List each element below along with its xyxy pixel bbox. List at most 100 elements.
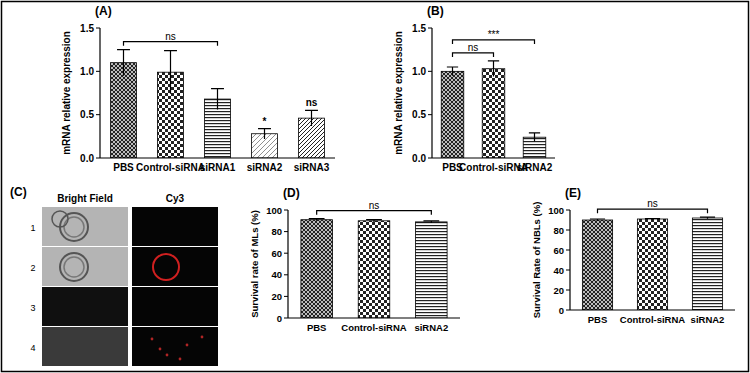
tick-label: 100 bbox=[548, 205, 564, 216]
cy3-signal bbox=[166, 354, 169, 357]
panel: 0.00.51.01.5PBSControl-siRNAsiRNA2mRNA r… bbox=[393, 4, 555, 173]
error-bar bbox=[529, 133, 540, 142]
tick-label: 0.5 bbox=[80, 109, 94, 120]
y-axis bbox=[431, 28, 432, 158]
error-bar bbox=[590, 219, 605, 221]
cy3-signal bbox=[179, 358, 182, 361]
category-label: siRNA1 bbox=[200, 162, 236, 173]
x-axis bbox=[288, 317, 460, 318]
cy3-signal bbox=[151, 338, 154, 341]
cy3-signal bbox=[201, 336, 204, 339]
figure-border bbox=[2, 2, 749, 372]
error-bar bbox=[309, 219, 325, 221]
y-axis bbox=[569, 210, 570, 310]
tick-label: 0.5 bbox=[412, 109, 426, 120]
category-label: Control-siRNA bbox=[136, 162, 205, 173]
bright-field-image bbox=[42, 287, 128, 326]
bars bbox=[301, 219, 447, 318]
cy3-signal bbox=[186, 344, 189, 347]
error-bar bbox=[488, 61, 499, 77]
tick-label: 40 bbox=[553, 265, 564, 276]
column-header: Bright Field bbox=[57, 193, 113, 204]
annotation: ns bbox=[369, 200, 380, 211]
tick-label: 0 bbox=[559, 305, 564, 316]
cy3-signal bbox=[159, 348, 162, 351]
annotation: * bbox=[263, 116, 267, 127]
tick-label: 20 bbox=[553, 285, 564, 296]
error-bar bbox=[366, 220, 382, 222]
error-bar bbox=[117, 50, 130, 76]
tick-label: 0.0 bbox=[412, 153, 426, 164]
error-bar bbox=[645, 219, 660, 220]
error-bar bbox=[447, 67, 458, 76]
category-label: siRNA2 bbox=[517, 162, 553, 173]
annotation-bracket bbox=[453, 53, 494, 57]
bar bbox=[482, 69, 505, 158]
error-bar bbox=[258, 129, 271, 139]
tick-label: 0.0 bbox=[80, 153, 94, 164]
tick-label: 1.5 bbox=[412, 23, 426, 34]
category-label: siRNA2 bbox=[691, 314, 725, 325]
bars bbox=[582, 217, 722, 310]
annotation: ns bbox=[468, 42, 479, 53]
y-label: Survival Rate of NBLs (%) bbox=[531, 202, 542, 319]
y-label: mRNA relative expression bbox=[393, 31, 404, 155]
error-bar bbox=[700, 217, 715, 219]
panel: 020406080100PBSControl-siRNAsiRNA2Surviv… bbox=[249, 186, 460, 333]
cy3-image bbox=[132, 207, 218, 246]
panel-title: (A) bbox=[95, 4, 112, 18]
bar bbox=[416, 222, 448, 318]
cell bbox=[64, 217, 84, 237]
bar bbox=[692, 218, 722, 310]
bar bbox=[111, 63, 137, 158]
cell bbox=[60, 213, 88, 241]
y-axis bbox=[99, 28, 100, 158]
annotation-bracket bbox=[317, 211, 432, 215]
cy3-signal bbox=[153, 254, 179, 280]
cell bbox=[64, 257, 84, 277]
annotation: ns bbox=[647, 198, 658, 209]
bar bbox=[301, 220, 333, 318]
x-axis bbox=[432, 157, 555, 158]
category-label: Control-siRNA bbox=[341, 322, 407, 333]
annotation: ns bbox=[165, 31, 176, 42]
panel-title: (E) bbox=[565, 186, 581, 200]
category-label: Control-siRNA bbox=[620, 314, 686, 325]
row-label: 2 bbox=[30, 263, 35, 273]
tick-label: 40 bbox=[271, 269, 282, 280]
row-label: 4 bbox=[30, 343, 35, 353]
x-axis bbox=[100, 157, 335, 158]
tick-label: 0 bbox=[277, 313, 282, 324]
cy3-image bbox=[132, 247, 218, 286]
cell bbox=[60, 253, 88, 281]
tick-label: 60 bbox=[271, 248, 282, 259]
tick-label: 1.5 bbox=[80, 23, 94, 34]
bright-field-image bbox=[42, 327, 128, 366]
annotation-bracket bbox=[598, 209, 708, 213]
cy3-image bbox=[132, 327, 218, 366]
figure: 0.00.51.01.5PBSControl-siRNAsiRNA1siRNA2… bbox=[0, 0, 750, 373]
panel: 020406080100PBSControl-siRNAsiRNA2Surviv… bbox=[531, 186, 735, 325]
error-bar bbox=[423, 221, 439, 223]
category-label: PBS bbox=[588, 314, 608, 325]
error-bar bbox=[164, 51, 177, 94]
panel-title: (C) bbox=[10, 185, 27, 199]
panel-title: (B) bbox=[427, 4, 444, 18]
category-label: siRNA2 bbox=[247, 162, 283, 173]
column-header: Cy3 bbox=[166, 193, 185, 204]
tick-label: 80 bbox=[271, 226, 282, 237]
cy3-image bbox=[132, 287, 218, 326]
category-label: PBS bbox=[307, 322, 327, 333]
row-label: 1 bbox=[30, 223, 35, 233]
bar bbox=[441, 71, 464, 158]
tick-label: 100 bbox=[266, 205, 282, 216]
annotation: ns bbox=[306, 97, 318, 108]
annotation: *** bbox=[488, 29, 500, 40]
tick-label: 1.0 bbox=[412, 66, 426, 77]
bars bbox=[441, 61, 546, 158]
y-label: mRNA relative expression bbox=[61, 31, 72, 155]
category-label: siRNA3 bbox=[294, 162, 330, 173]
panel-title: (D) bbox=[283, 186, 300, 200]
bright-field-image bbox=[42, 247, 128, 286]
tick-label: 20 bbox=[271, 291, 282, 302]
